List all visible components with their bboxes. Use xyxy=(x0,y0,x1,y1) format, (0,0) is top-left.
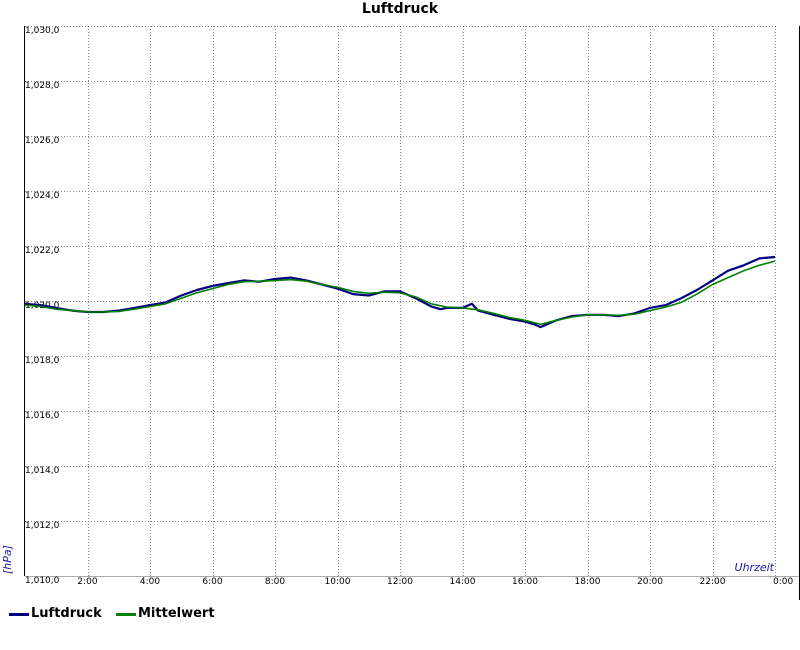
x-tick-label: 8:00 xyxy=(265,577,285,587)
y-tick-label: 1,012,0 xyxy=(25,521,60,531)
x-tick-label: 20:00 xyxy=(637,577,663,587)
y-tick-label: 1,014,0 xyxy=(25,466,60,476)
x-tick-label: 10:00 xyxy=(325,577,351,587)
x-axis-label: Uhrzeit xyxy=(735,561,775,574)
series-lines xyxy=(24,255,776,329)
y-axis-label: [hPa] xyxy=(1,545,14,574)
chart-title: Luftdruck xyxy=(362,1,439,17)
legend-item-mittelwert: Mittelwert xyxy=(116,606,215,621)
legend-item-luftdruck: Luftdruck xyxy=(9,606,102,621)
x-tick-label: 0:00 xyxy=(773,577,793,587)
legend-swatch-mittelwert xyxy=(116,613,136,616)
y-tick-label: 1,018,0 xyxy=(25,356,60,366)
y-tick-label: 1,010,0 xyxy=(25,576,60,586)
x-tick-label: 4:00 xyxy=(140,577,160,587)
y-tick-label: 1,016,0 xyxy=(25,411,60,421)
y-tick-label: 1,024,0 xyxy=(25,191,60,201)
legend-label-luftdruck: Luftdruck xyxy=(31,606,102,621)
x-tick-label: 22:00 xyxy=(700,577,726,587)
axes xyxy=(24,26,800,600)
legend-swatch-luftdruck xyxy=(9,613,29,616)
x-tick-label: 12:00 xyxy=(387,577,413,587)
series-line-mittelwert xyxy=(24,260,776,326)
grid-lines xyxy=(25,26,776,576)
y-tick-label: 1,026,0 xyxy=(25,136,60,146)
legend-label-mittelwert: Mittelwert xyxy=(138,606,215,621)
y-tick-label: 1,022,0 xyxy=(25,246,60,256)
x-tick-label: 2:00 xyxy=(77,577,97,587)
legend: Luftdruck Mittelwert xyxy=(0,606,800,628)
y-tick-label: 1,028,0 xyxy=(25,81,60,91)
y-tick-label: 1,030,0 xyxy=(25,26,60,36)
tick-labels: 1,010,01,012,01,014,01,016,01,018,01,020… xyxy=(25,26,793,587)
x-tick-label: 14:00 xyxy=(450,577,476,587)
x-tick-label: 18:00 xyxy=(575,577,601,587)
x-tick-label: 16:00 xyxy=(512,577,538,587)
x-tick-label: 6:00 xyxy=(202,577,222,587)
series-line-luftdruck xyxy=(24,255,776,329)
